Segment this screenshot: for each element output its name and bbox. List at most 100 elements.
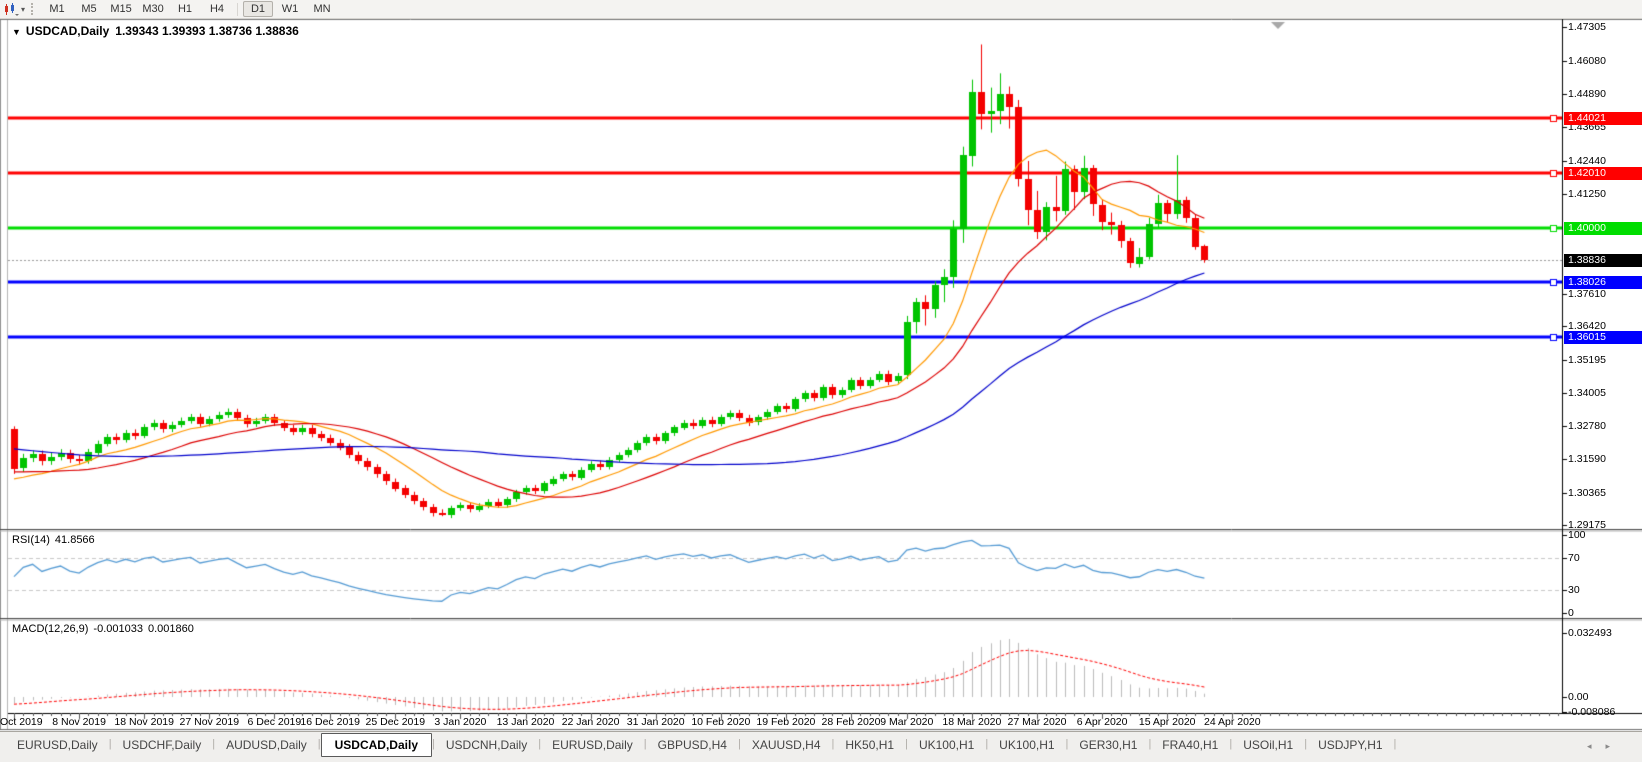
timeframe-button-M15[interactable]: M15	[110, 3, 132, 15]
rsi-axis-tick: 30	[1568, 584, 1580, 596]
price-axis-tick: 1.36420	[1568, 320, 1606, 332]
macd-label: MACD(12,26,9)	[12, 623, 89, 635]
timeframe-button-MN[interactable]: MN	[313, 3, 331, 15]
timeframe-button-H1[interactable]: H1	[177, 3, 193, 15]
timeframe-buttons: M1 M5 M15 M30 H1 H4 D1 W1 MN	[41, 1, 338, 17]
tab-separator: |	[831, 738, 835, 750]
price-axis-tick: 1.37610	[1568, 288, 1606, 300]
toolbar-grip	[31, 3, 36, 15]
chart-caption: ▼ USDCAD,Daily 1.39343 1.39393 1.38736 1.3…	[12, 24, 299, 38]
tab-separator: |	[1148, 738, 1152, 750]
macd-axis-tick: -0.008086	[1568, 706, 1616, 718]
tab-scroll-arrows: ◂▸	[1587, 741, 1624, 752]
tab-separator: |	[1393, 738, 1397, 750]
tab-separator: |	[538, 738, 542, 750]
date-label: 9 Mar 2020	[880, 716, 934, 728]
triangle-down-icon[interactable]: ▼	[12, 27, 21, 37]
date-label: 24 Apr 2020	[1203, 716, 1261, 728]
candlestick-chart-icon[interactable]	[3, 2, 19, 16]
price-axis-tick: 1.32780	[1568, 420, 1606, 432]
tab-hk50-h1[interactable]: HK50,H1	[845, 738, 895, 752]
price-axis-tick: 1.41250	[1568, 188, 1606, 200]
macd-indicator-caption: MACD(12,26,9) -0.001033 0.001860	[12, 623, 199, 635]
date-label: 28 Feb 2020	[821, 716, 881, 728]
tab-eurusd-daily[interactable]: EURUSD,Daily	[17, 738, 98, 752]
timeframe-button-M5[interactable]: M5	[81, 3, 97, 15]
hline-price-badge[interactable]: 1.36015	[1564, 331, 1642, 344]
price-axis-tick: 1.34005	[1568, 387, 1606, 399]
rsi-value: 41.8566	[54, 534, 95, 546]
timeframe-button-M30[interactable]: M30	[142, 3, 164, 15]
price-axis-tick: 1.35195	[1568, 354, 1606, 366]
rsi-axis-tick: 0	[1568, 607, 1574, 619]
date-label: 31 Jan 2020	[626, 716, 685, 728]
macd-axis-tick: 0.032493	[1568, 627, 1612, 639]
tab-separator: |	[737, 738, 741, 750]
hline-price-badge[interactable]: 1.42010	[1564, 167, 1642, 180]
date-label: 18 Mar 2020	[942, 716, 1002, 728]
price-axis-tick: 1.31590	[1568, 453, 1606, 465]
date-label: 6 Dec 2019	[247, 716, 302, 728]
date-label: 19 Feb 2020	[756, 716, 816, 728]
date-label: 15 Apr 2020	[1138, 716, 1196, 728]
chart-tabs: EURUSD,Daily | USDCHF,Daily | AUDUSD,Daily | U…	[6, 732, 1396, 757]
tab-audusd-daily[interactable]: AUDUSD,Daily	[226, 738, 307, 752]
rsi-label: RSI(14)	[12, 534, 50, 546]
tab-eurusd-daily[interactable]: EURUSD,Daily	[552, 738, 633, 752]
price-axis-tick: 1.46080	[1568, 55, 1606, 67]
timeframe-toolbar: ▾ M1 M5 M15 M30 H1 H4 D1 W1 MN	[0, 0, 1642, 19]
tab-uk100-h1[interactable]: UK100,H1	[918, 738, 975, 752]
tab-gbpusd-h4[interactable]: GBPUSD,H4	[657, 738, 727, 752]
date-label: 3 Jan 2020	[434, 716, 487, 728]
tab-fra40-h1[interactable]: FRA40,H1	[1162, 738, 1219, 752]
tab-xauusd-h4[interactable]: XAUUSD,H4	[751, 738, 821, 752]
chart-ohlc-values: 1.39343 1.39393 1.38736 1.38836	[115, 24, 299, 38]
price-axis-tick: 1.47305	[1568, 21, 1606, 33]
tab-separator: |	[1065, 738, 1069, 750]
tab-separator: |	[643, 738, 647, 750]
tab-separator: |	[432, 738, 435, 750]
date-label: 27 Mar 2020	[1007, 716, 1067, 728]
date-label: 22 Jan 2020	[561, 716, 620, 728]
date-label: 6 Apr 2020	[1076, 716, 1128, 728]
timeframe-button-M1[interactable]: M1	[49, 3, 65, 15]
rsi-axis-tick: 70	[1568, 552, 1580, 564]
chart-tab-bar: EURUSD,Daily | USDCHF,Daily | AUDUSD,Daily | U…	[0, 731, 1642, 762]
price-axis-tick: 1.30365	[1568, 487, 1606, 499]
tab-separator: |	[1229, 738, 1233, 750]
tab-usdchf-daily[interactable]: USDCHF,Daily	[122, 738, 202, 752]
date-label: 25 Dec 2019	[365, 716, 426, 728]
hline-price-badge[interactable]: 1.38026	[1564, 276, 1642, 289]
tab-separator: |	[985, 738, 989, 750]
date-label: 13 Jan 2020	[496, 716, 555, 728]
price-axis-tick: 1.42440	[1568, 155, 1606, 167]
tab-usdcad-daily[interactable]: USDCAD,Daily	[320, 733, 432, 757]
macd-signal-value: 0.001860	[147, 623, 194, 635]
rsi-indicator-caption: RSI(14) 41.8566	[12, 534, 100, 546]
chevron-left-icon[interactable]: ◂	[1586, 741, 1606, 751]
date-label: 16 Dec 2019	[300, 716, 360, 728]
hline-price-badge[interactable]: 1.44021	[1564, 112, 1642, 125]
chevron-down-icon[interactable]: ▾	[21, 4, 26, 14]
timeframe-button-H4[interactable]: H4	[209, 3, 225, 15]
tab-ger30-h1[interactable]: GER30,H1	[1079, 738, 1138, 752]
timeframe-button-W1[interactable]: W1	[281, 3, 299, 15]
current-price-badge: 1.38836	[1564, 254, 1642, 267]
chevron-right-icon[interactable]: ▸	[1605, 741, 1624, 751]
price-axis-tick: 1.44890	[1568, 88, 1606, 100]
tab-separator: |	[905, 738, 908, 750]
macd-main-value: -0.001033	[93, 623, 143, 635]
date-label: 8 Nov 2019	[52, 716, 106, 728]
tab-usdjpy-h1[interactable]: USDJPY,H1	[1318, 738, 1383, 752]
tab-uk100-h1[interactable]: UK100,H1	[999, 738, 1055, 752]
tab-usoil-h1[interactable]: USOil,H1	[1243, 738, 1294, 752]
tab-separator: |	[317, 738, 321, 750]
hline-price-badge[interactable]: 1.40000	[1564, 222, 1642, 235]
tab-usdcnh-daily[interactable]: USDCNH,Daily	[445, 738, 528, 752]
rsi-axis-tick: 100	[1568, 529, 1586, 541]
price-axis-tick: 1.29175	[1568, 519, 1606, 531]
tab-separator: |	[108, 738, 112, 750]
timeframe-button-D1[interactable]: D1	[243, 1, 274, 17]
